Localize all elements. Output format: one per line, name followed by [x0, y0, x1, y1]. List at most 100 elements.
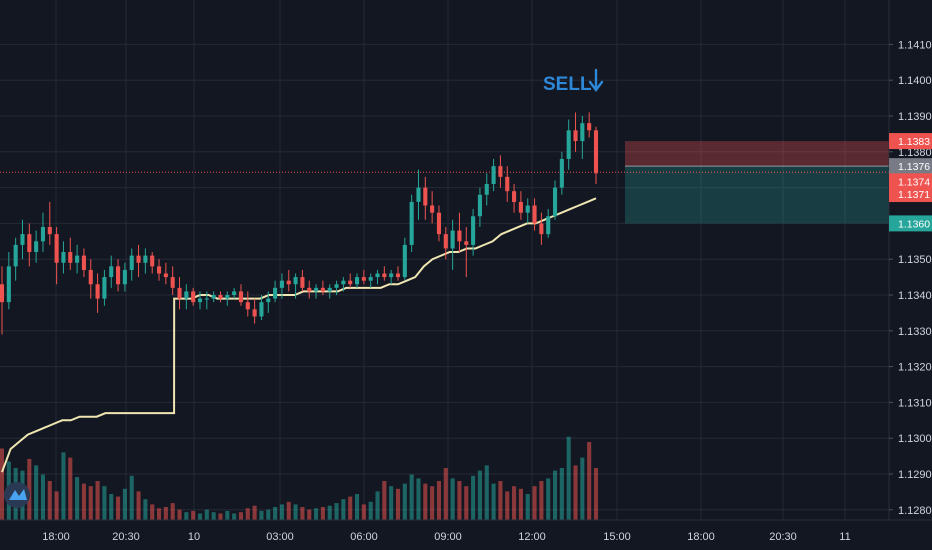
- volume-bar: [498, 481, 503, 520]
- candle-body: [436, 212, 442, 235]
- volume-bar: [232, 513, 237, 520]
- volume-bar: [245, 508, 250, 520]
- candle-body: [245, 302, 250, 310]
- candle-body: [27, 234, 32, 253]
- volume-bar: [430, 486, 435, 520]
- price-axis[interactable]: 1.14101.14001.13901.13801.13701.13601.13…: [888, 0, 932, 550]
- volume-bar: [259, 510, 264, 520]
- price-badge-label: 1.1371: [898, 189, 930, 201]
- volume-bar: [559, 468, 564, 520]
- candle-body: [232, 291, 237, 295]
- candle-body: [177, 287, 182, 299]
- candles: [0, 112, 599, 335]
- volume-bar: [279, 504, 284, 520]
- candle-body: [546, 216, 551, 235]
- volume-bar: [464, 486, 469, 520]
- candle-body: [471, 216, 476, 245]
- candle-body: [395, 273, 401, 278]
- candle-body: [389, 273, 394, 278]
- candle-body: [54, 234, 59, 263]
- price-badge-label: 1.1374: [898, 176, 930, 188]
- time-tick-label: 03:00: [266, 531, 294, 543]
- candle-body: [518, 201, 523, 213]
- volume-bar: [512, 486, 517, 520]
- volume-bar: [539, 481, 544, 520]
- price-tick-label: 1.1380: [898, 147, 932, 159]
- volume-bar: [382, 481, 387, 520]
- volume-bar: [191, 510, 196, 520]
- price-badge-label: 1.1383: [898, 136, 930, 148]
- volume-bar: [286, 501, 291, 520]
- volume-bar: [552, 470, 558, 520]
- volume-bar: [491, 483, 496, 520]
- volume-bar: [238, 512, 244, 520]
- candle-body: [266, 298, 271, 303]
- volume-bar: [334, 503, 339, 520]
- volume-bar: [150, 504, 155, 520]
- volume-bar: [204, 509, 209, 520]
- volume-bar: [525, 494, 530, 520]
- time-axis[interactable]: 18:00 20:30 10 03:00 06:00 09:00 12:00 15:00 18:…: [0, 519, 932, 550]
- candle-body: [47, 226, 52, 235]
- price-badge: [889, 215, 932, 232]
- candle-body: [505, 176, 510, 192]
- candle-body: [116, 266, 121, 285]
- candle-body: [566, 130, 571, 159]
- volume-bar: [122, 488, 127, 520]
- price-badge-label: 1.1376: [898, 161, 930, 173]
- volume-bar: [116, 496, 121, 520]
- candle-body: [314, 287, 319, 292]
- volume-bar: [518, 488, 523, 520]
- volume-bar: [477, 470, 482, 520]
- volume-bar: [450, 478, 455, 520]
- price-tick-label: 1.1330: [898, 326, 932, 338]
- price-badge: [889, 173, 932, 190]
- candle-body: [525, 205, 530, 213]
- volume-bar: [197, 513, 203, 520]
- price-tick-label: 1.1280: [898, 505, 932, 517]
- time-axis-bg: [0, 520, 932, 550]
- vwap-line: [1, 197, 597, 473]
- candle-body: [252, 309, 257, 317]
- time-tick-label: 06:00: [350, 531, 378, 543]
- volume-bar: [587, 442, 592, 520]
- volume-bar: [300, 507, 305, 520]
- candle-body: [238, 291, 244, 303]
- volume-bar: [361, 504, 366, 520]
- candle-body: [225, 295, 230, 299]
- candle-body: [68, 252, 73, 263]
- candle-body: [320, 287, 325, 292]
- candle-body: [102, 277, 107, 299]
- volume-bar: [409, 474, 414, 520]
- candle-body: [593, 130, 599, 174]
- volume-bar: [457, 481, 462, 520]
- candle-body: [259, 302, 264, 317]
- candle-body: [443, 234, 448, 249]
- volume-bar: [218, 513, 223, 520]
- vwap-path: [1, 197, 597, 473]
- price-tick-label: 1.1350: [898, 254, 932, 266]
- volume-bar: [395, 488, 401, 520]
- volume-bar: [34, 465, 39, 520]
- candle-body: [334, 284, 339, 288]
- time-tick-label: 15:00: [603, 531, 631, 543]
- candle-body: [20, 234, 25, 245]
- time-tick-label: 09:00: [434, 531, 462, 543]
- volume-bar: [307, 509, 312, 520]
- time-tick-label: 11: [839, 531, 850, 543]
- time-tick-label: 12:00: [518, 531, 546, 543]
- tradingview-logo: [4, 482, 30, 508]
- candle-body: [361, 277, 366, 281]
- volume-bar: [573, 465, 578, 520]
- candle-body: [293, 277, 298, 285]
- candle-body: [61, 252, 66, 263]
- volume-bar: [566, 436, 571, 520]
- candle-body: [477, 194, 482, 217]
- volume-bar: [252, 505, 257, 520]
- candle-body: [40, 226, 46, 242]
- candle-body: [81, 255, 86, 270]
- candle-body: [184, 291, 189, 299]
- candle-body: [170, 277, 175, 288]
